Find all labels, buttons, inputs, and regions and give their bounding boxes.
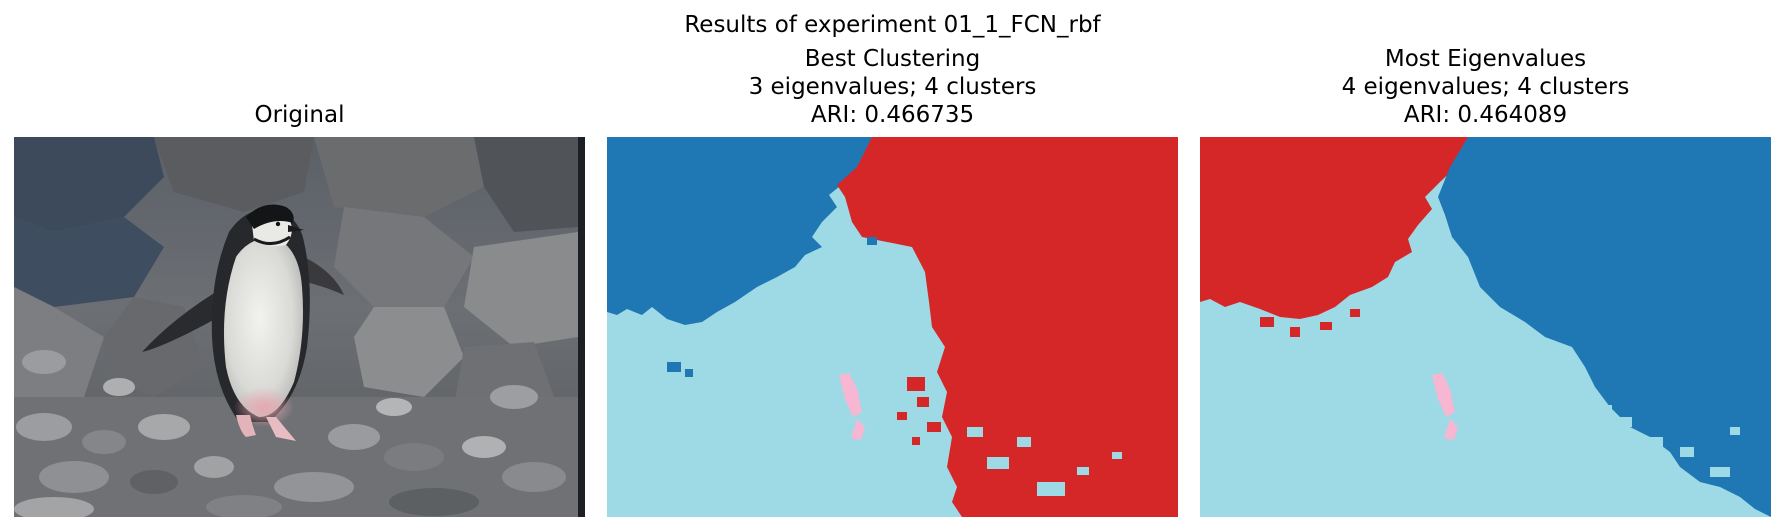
panel-best-clustering-title-line-1: Best Clustering — [804, 46, 981, 72]
boulder — [314, 137, 484, 217]
boulder — [14, 137, 164, 232]
panel-best-clustering-title-line-3: ARI: 0.466735 — [810, 102, 975, 128]
cluster-blue-speckles — [1560, 307, 1618, 360]
cluster-pink-region — [1432, 373, 1458, 440]
penguin-belly — [223, 237, 303, 417]
penguin-foot-right — [266, 417, 296, 441]
boulder — [14, 287, 104, 407]
penguin-foot-left — [236, 415, 256, 437]
penguin-beak — [288, 225, 304, 232]
boulder — [14, 217, 164, 307]
cluster-red-speckles — [897, 377, 941, 445]
cluster-blue-region — [607, 137, 872, 325]
panel-best-clustering-title: Best Clustering 3 eigenvalues; 4 cluster… — [607, 45, 1178, 129]
gravel-stones — [14, 350, 566, 517]
photo-right-edge — [578, 137, 585, 517]
penguin-eye — [275, 221, 281, 227]
boulder — [354, 307, 464, 397]
original-image — [14, 137, 585, 517]
boulder — [474, 137, 578, 232]
panel-original-title: Original — [14, 101, 585, 129]
best-clustering-map — [607, 137, 1178, 517]
best-clustering-segmentation — [607, 137, 1178, 517]
penguin-flipper-left — [142, 287, 224, 352]
panel-original-title-line-1: Original — [254, 102, 345, 128]
original-photo-drawing — [14, 137, 585, 517]
boulder — [154, 137, 314, 212]
cluster-pink-region — [839, 373, 865, 440]
penguin-flipper-right — [304, 257, 344, 295]
most-eigenvalues-segmentation — [1200, 137, 1771, 517]
penguin — [142, 204, 344, 441]
panel-most-eigenvalues-title-line-1: Most Eigenvalues — [1384, 46, 1587, 72]
cluster-red-region — [1200, 137, 1468, 319]
panel-most-eigenvalues-title-line-3: ARI: 0.464089 — [1403, 102, 1568, 128]
cluster-lightblue-speckles — [1590, 405, 1740, 477]
cluster-red-speckles — [1260, 309, 1360, 337]
cluster-red-region — [837, 137, 1178, 517]
penguin-chinstrap — [253, 235, 291, 245]
panel-most-eigenvalues-title-line-2: 4 eigenvalues; 4 clusters — [1341, 74, 1630, 100]
most-eigenvalues-map — [1200, 137, 1771, 517]
boulder — [464, 232, 578, 347]
panel-most-eigenvalues-title: Most Eigenvalues 4 eigenvalues; 4 cluste… — [1200, 45, 1771, 129]
penguin-cap — [246, 204, 294, 229]
panel-best-clustering-title-line-2: 3 eigenvalues; 4 clusters — [748, 74, 1037, 100]
boulder — [334, 207, 474, 307]
cluster-blue-speckles — [667, 237, 877, 377]
cluster-lightblue-speckles — [967, 427, 1122, 496]
cluster-blue-region — [1438, 137, 1771, 517]
figure-suptitle: Results of experiment 01_1_FCN_rbf — [684, 12, 1101, 38]
